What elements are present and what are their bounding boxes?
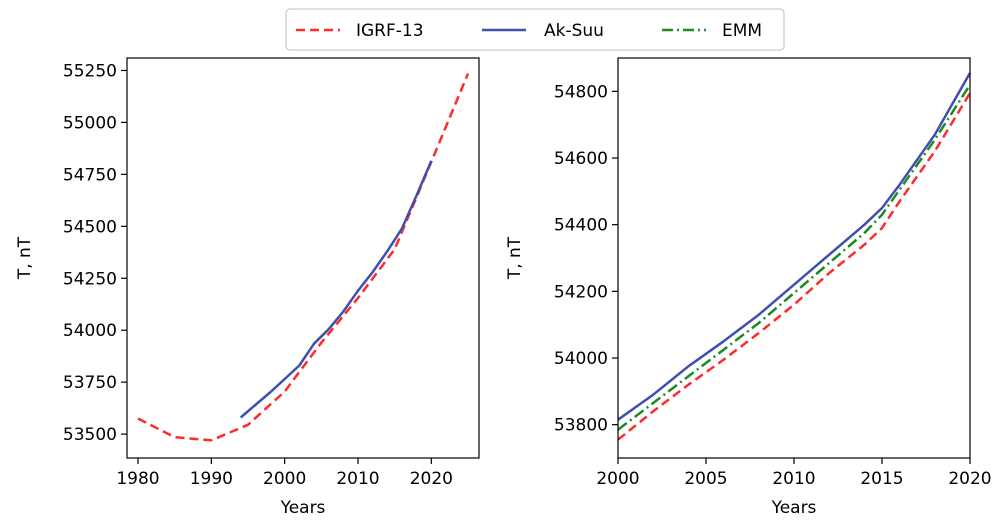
left-panel-ticks: 1980 1990 2000 2010 2020 53500 53750 54000 54250… <box>63 61 453 489</box>
left-x-tick-label: 1980 <box>116 469 159 489</box>
right-panel-frame <box>617 57 971 459</box>
legend-frame <box>285 8 785 51</box>
left-series-ak-suu <box>239 160 433 419</box>
right-y-tick-label: 54400 <box>554 216 608 236</box>
right-y-tick-label: 54000 <box>554 349 608 369</box>
left-y-tick-label: 54500 <box>63 217 117 237</box>
left-y-tick-label: 55000 <box>63 113 117 133</box>
right-panel: 2000 2005 2010 2015 2020 53800 54000 54200 54400… <box>505 57 992 518</box>
left-x-tick-label: 2010 <box>336 469 379 489</box>
right-y-tick-label: 54200 <box>554 282 608 302</box>
right-x-tick-label: 2000 <box>596 469 639 489</box>
left-y-tick-label: 54750 <box>63 165 117 185</box>
left-x-tick-label: 2020 <box>410 469 453 489</box>
legend-entry-aksuu: Ak-Suu <box>482 21 604 41</box>
right-series-ak-suu <box>617 72 972 421</box>
legend-entry-emm: EMM <box>662 21 762 41</box>
left-panel-series <box>137 73 470 442</box>
right-x-tick-label: 2020 <box>948 469 991 489</box>
left-y-axis-label: T, nT <box>15 236 35 280</box>
right-x-tick-label: 2005 <box>684 469 727 489</box>
left-x-tick-label: 1990 <box>190 469 233 489</box>
right-y-tick-label: 54600 <box>554 149 608 169</box>
left-panel-frame <box>126 57 480 459</box>
left-x-axis-label: Years <box>280 498 326 518</box>
right-panel-ticks: 2000 2005 2010 2015 2020 53800 54000 54200 54400… <box>554 82 992 489</box>
left-y-tick-label: 55250 <box>63 61 117 81</box>
left-panel: 1980 1990 2000 2010 2020 53500 53750 54000 54250… <box>15 57 480 518</box>
legend-label-igrf: IGRF-13 <box>356 21 424 41</box>
left-y-tick-label: 53500 <box>63 425 117 445</box>
left-y-tick-label: 54000 <box>63 321 117 341</box>
left-series-igrf-13 <box>137 73 470 442</box>
right-x-tick-label: 2015 <box>860 469 903 489</box>
right-panel-series <box>617 72 972 441</box>
right-y-tick-label: 53800 <box>554 416 608 436</box>
right-series-igrf-13 <box>617 92 972 441</box>
right-x-axis-label: Years <box>771 498 817 518</box>
legend-label-emm: EMM <box>722 21 762 41</box>
legend: IGRF-13 Ak-Suu EMM <box>285 8 785 51</box>
right-x-tick-label: 2010 <box>772 469 815 489</box>
left-y-tick-label: 53750 <box>63 373 117 393</box>
right-y-tick-label: 54800 <box>554 82 608 102</box>
legend-label-aksuu: Ak-Suu <box>544 21 604 41</box>
right-y-axis-label: T, nT <box>505 236 525 280</box>
right-series-emm <box>617 84 972 431</box>
legend-entry-igrf: IGRF-13 <box>296 21 424 41</box>
left-x-tick-label: 2000 <box>263 469 306 489</box>
left-y-tick-label: 54250 <box>63 269 117 289</box>
